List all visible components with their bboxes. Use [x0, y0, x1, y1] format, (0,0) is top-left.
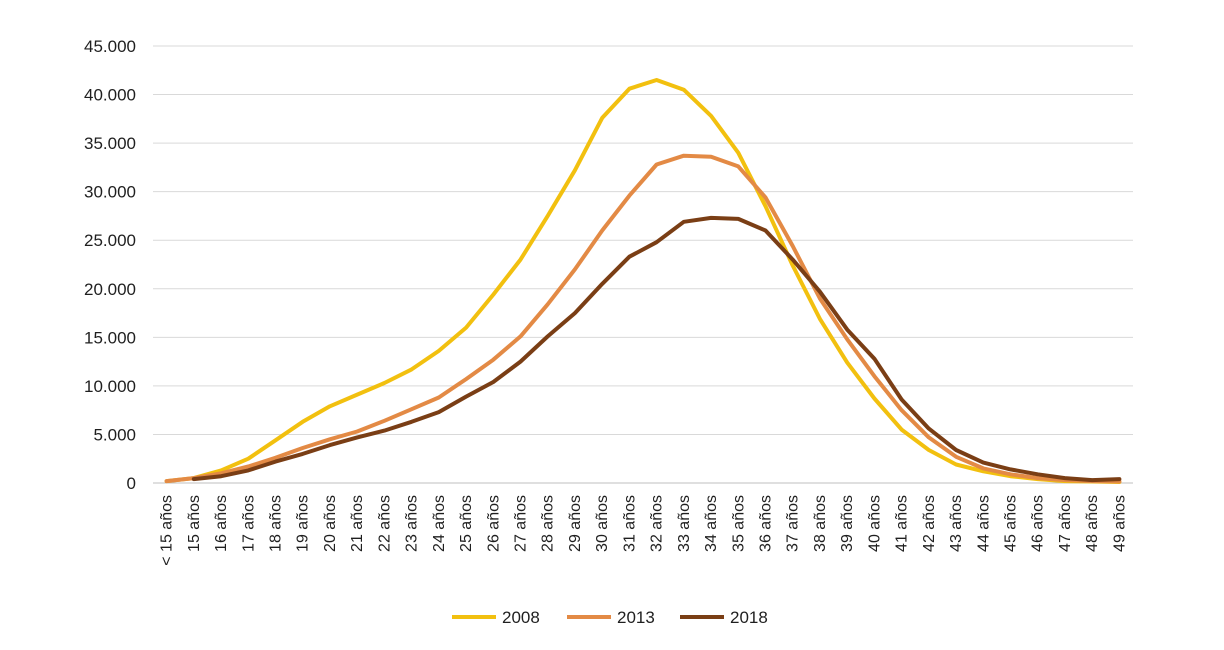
y-axis-ticks: 0 5.000 10.000 15.000 20.000 25.000 30.000 35.0…	[84, 37, 136, 493]
legend-item-2013: 2013	[567, 608, 655, 627]
x-tick-label: 18 años	[268, 495, 285, 552]
x-tick-label: 44 años	[975, 495, 992, 552]
y-tick-label: 35.000	[84, 134, 136, 153]
x-tick-label: 26 años	[485, 495, 502, 552]
legend-label: 2008	[502, 608, 540, 627]
legend-item-2018: 2018	[680, 608, 768, 627]
x-tick-label: 15 años	[186, 495, 203, 552]
y-tick-label: 25.000	[84, 231, 136, 250]
x-tick-label: 22 años	[376, 495, 393, 552]
x-tick-label: 29 años	[567, 495, 584, 552]
series-line-2013	[164, 153, 1122, 484]
y-tick-label: 15.000	[84, 328, 136, 347]
x-tick-label: 42 años	[921, 495, 938, 552]
x-tick-label: 36 años	[758, 495, 775, 552]
x-tick-label: 34 años	[703, 495, 720, 552]
x-tick-label: 16 años	[213, 495, 230, 552]
x-tick-label: 28 años	[540, 495, 557, 552]
x-tick-label: 40 años	[866, 495, 883, 552]
x-tick-label: 35 años	[730, 495, 747, 552]
x-axis-ticks: < 15 años 15 años 16 años 17 años 18 años 19 …	[159, 495, 1129, 566]
x-tick-label: 38 años	[812, 495, 829, 552]
x-tick-label: 21 años	[349, 495, 366, 552]
x-tick-label: 25 años	[458, 495, 475, 552]
x-tick-label: 47 años	[1057, 495, 1074, 552]
x-tick-label: 33 años	[676, 495, 693, 552]
y-tick-label: 10.000	[84, 377, 136, 396]
x-tick-label: 43 años	[948, 495, 965, 552]
y-tick-label: 5.000	[93, 425, 136, 444]
x-tick-label: 45 años	[1003, 495, 1020, 552]
x-tick-label: 27 años	[513, 495, 530, 552]
x-tick-label: 46 años	[1030, 495, 1047, 552]
legend-label: 2013	[617, 608, 655, 627]
y-tick-label: 0	[127, 474, 136, 493]
series-line-2008	[164, 78, 1122, 484]
y-tick-label: 40.000	[84, 86, 136, 105]
x-tick-label: 39 años	[839, 495, 856, 552]
x-tick-label: 49 años	[1111, 495, 1128, 552]
y-tick-label: 45.000	[84, 37, 136, 56]
gridlines	[153, 45, 1133, 435]
x-tick-label: 17 años	[240, 495, 257, 552]
x-tick-label: 23 años	[404, 495, 421, 552]
legend-label: 2018	[730, 608, 768, 627]
x-tick-label: 41 años	[894, 495, 911, 552]
x-tick-label: 20 años	[322, 495, 339, 552]
x-tick-label: 32 años	[649, 495, 666, 552]
legend: 2008 2013 2018	[452, 608, 768, 627]
y-tick-label: 30.000	[84, 183, 136, 202]
series-lines	[164, 78, 1122, 484]
x-tick-label: < 15 años	[159, 495, 176, 566]
x-tick-label: 19 años	[295, 495, 312, 552]
x-tick-label: 48 años	[1084, 495, 1101, 552]
y-tick-label: 20.000	[84, 280, 136, 299]
series-line-2018	[191, 215, 1122, 483]
x-tick-label: 24 años	[431, 495, 448, 552]
x-tick-label: 30 años	[594, 495, 611, 552]
legend-item-2008: 2008	[452, 608, 540, 627]
x-tick-label: 37 años	[785, 495, 802, 552]
x-tick-label: 31 años	[621, 495, 638, 552]
